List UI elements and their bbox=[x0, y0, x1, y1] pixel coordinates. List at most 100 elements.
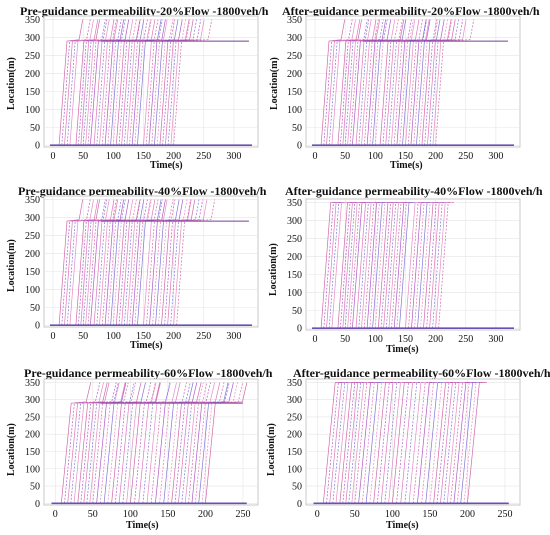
x-tick-label: 0 bbox=[313, 151, 318, 162]
vehicle-trajectory bbox=[374, 19, 414, 146]
vehicle-trajectory bbox=[425, 382, 446, 504]
y-tick-label: 50 bbox=[292, 306, 302, 317]
x-tick-label: 300 bbox=[488, 151, 503, 162]
vehicle-trajectory bbox=[363, 19, 403, 146]
trajectory-group bbox=[50, 19, 252, 147]
vehicle-trajectory bbox=[123, 19, 163, 146]
vehicle-trajectory bbox=[184, 382, 215, 504]
x-tick-label: 50 bbox=[78, 151, 88, 162]
vehicle-trajectory bbox=[405, 19, 430, 146]
y-tick-label: 150 bbox=[287, 447, 302, 458]
x-tick-label: 250 bbox=[196, 151, 211, 162]
vehicle-trajectory bbox=[170, 199, 200, 326]
vehicle-trajectory bbox=[165, 19, 190, 146]
y-tick-label: 300 bbox=[287, 216, 302, 227]
y-tick-label: 350 bbox=[287, 15, 302, 26]
x-tick-label: 50 bbox=[88, 509, 98, 520]
y-tick-label: 250 bbox=[25, 412, 40, 423]
x-tick-label: 0 bbox=[313, 334, 318, 345]
y-tick-label: 50 bbox=[30, 123, 40, 134]
vehicle-trajectory bbox=[143, 19, 168, 146]
chart-title: Pre-guidance permeability-20%Flow -1800v… bbox=[20, 4, 269, 18]
y-tick-label: 0 bbox=[35, 141, 40, 152]
x-tick-label: 200 bbox=[460, 509, 475, 520]
y-tick-label: 0 bbox=[297, 499, 302, 510]
x-tick-label: 200 bbox=[166, 151, 181, 162]
x-tick-label: 300 bbox=[488, 334, 503, 345]
y-tick-label: 300 bbox=[25, 213, 40, 224]
x-tick-label: 150 bbox=[160, 509, 175, 520]
vehicle-trajectory bbox=[75, 19, 100, 146]
vehicle-trajectory bbox=[337, 19, 362, 146]
vehicle-trajectory bbox=[467, 382, 487, 504]
vehicle-trajectory bbox=[60, 382, 92, 504]
y-tick-label: 350 bbox=[25, 378, 40, 389]
vehicle-trajectory bbox=[174, 382, 211, 504]
vehicle-trajectory bbox=[66, 199, 106, 326]
x-tick-label: 0 bbox=[315, 509, 320, 520]
trajectory-group bbox=[313, 382, 509, 505]
vehicle-trajectory bbox=[112, 199, 152, 326]
vehicle-trajectory bbox=[438, 202, 455, 329]
vehicle-trajectory bbox=[151, 19, 191, 146]
y-tick-label: 150 bbox=[287, 270, 302, 281]
x-tick-label: 250 bbox=[196, 331, 211, 342]
vehicle-trajectory bbox=[328, 19, 368, 146]
y-tick-label: 50 bbox=[30, 482, 40, 493]
y-tick-label: 300 bbox=[287, 395, 302, 406]
x-axis-label: Time(s) bbox=[386, 344, 419, 355]
chart-title: After-guidance permeability-40%Flow -180… bbox=[285, 184, 543, 198]
y-tick-label: 350 bbox=[287, 378, 302, 389]
x-tick-label: 200 bbox=[198, 509, 213, 520]
vehicle-trajectory bbox=[137, 199, 162, 326]
y-tick-label: 0 bbox=[35, 321, 40, 332]
trajectory-group bbox=[312, 19, 514, 147]
chart-title: After-guidance permeability-60%Flow -180… bbox=[293, 366, 550, 380]
x-tick-label: 100 bbox=[106, 151, 121, 162]
vehicle-trajectory bbox=[69, 19, 94, 146]
vehicle-trajectory bbox=[355, 19, 381, 146]
vehicle-trajectory bbox=[85, 199, 110, 326]
x-tick-label: 250 bbox=[497, 509, 512, 520]
vehicle-trajectory bbox=[152, 199, 191, 326]
vehicle-trajectory bbox=[64, 382, 101, 504]
vehicle-trajectory bbox=[408, 382, 429, 504]
x-tick-label: 100 bbox=[368, 151, 383, 162]
y-tick-label: 250 bbox=[287, 51, 302, 62]
vehicle-trajectory bbox=[92, 382, 129, 504]
y-tick-label: 100 bbox=[25, 285, 40, 296]
x-tick-label: 150 bbox=[136, 331, 151, 342]
y-tick-label: 150 bbox=[287, 87, 302, 98]
x-tick-label: 250 bbox=[235, 509, 250, 520]
vehicle-trajectory bbox=[111, 382, 142, 504]
vehicle-trajectory bbox=[417, 382, 437, 504]
vehicle-trajectory bbox=[366, 19, 392, 146]
vehicle-trajectory bbox=[126, 19, 151, 146]
y-tick-label: 250 bbox=[25, 231, 40, 242]
x-tick-label: 100 bbox=[385, 509, 400, 520]
vehicle-trajectory bbox=[101, 199, 141, 326]
vehicle-trajectory bbox=[82, 19, 122, 146]
x-tick-label: 150 bbox=[398, 151, 413, 162]
trajectory-group bbox=[312, 202, 514, 330]
y-tick-label: 150 bbox=[25, 87, 40, 98]
y-tick-label: 0 bbox=[35, 499, 40, 510]
x-tick-label: 250 bbox=[458, 151, 473, 162]
vehicle-trajectory bbox=[399, 19, 439, 146]
x-tick-label: 100 bbox=[368, 334, 383, 345]
y-tick-label: 150 bbox=[25, 267, 40, 278]
vehicle-trajectory bbox=[115, 19, 141, 146]
y-tick-label: 100 bbox=[287, 288, 302, 299]
vehicle-trajectory bbox=[413, 19, 453, 146]
vehicle-trajectory bbox=[134, 382, 171, 504]
y-tick-label: 350 bbox=[25, 195, 40, 206]
y-tick-label: 100 bbox=[287, 105, 302, 116]
vehicle-trajectory bbox=[188, 382, 225, 504]
x-tick-label: 100 bbox=[106, 331, 121, 342]
vehicle-trajectory bbox=[66, 19, 106, 146]
vehicle-trajectory bbox=[205, 382, 248, 504]
trajectory-group bbox=[51, 382, 248, 505]
vehicle-trajectory bbox=[424, 19, 464, 146]
